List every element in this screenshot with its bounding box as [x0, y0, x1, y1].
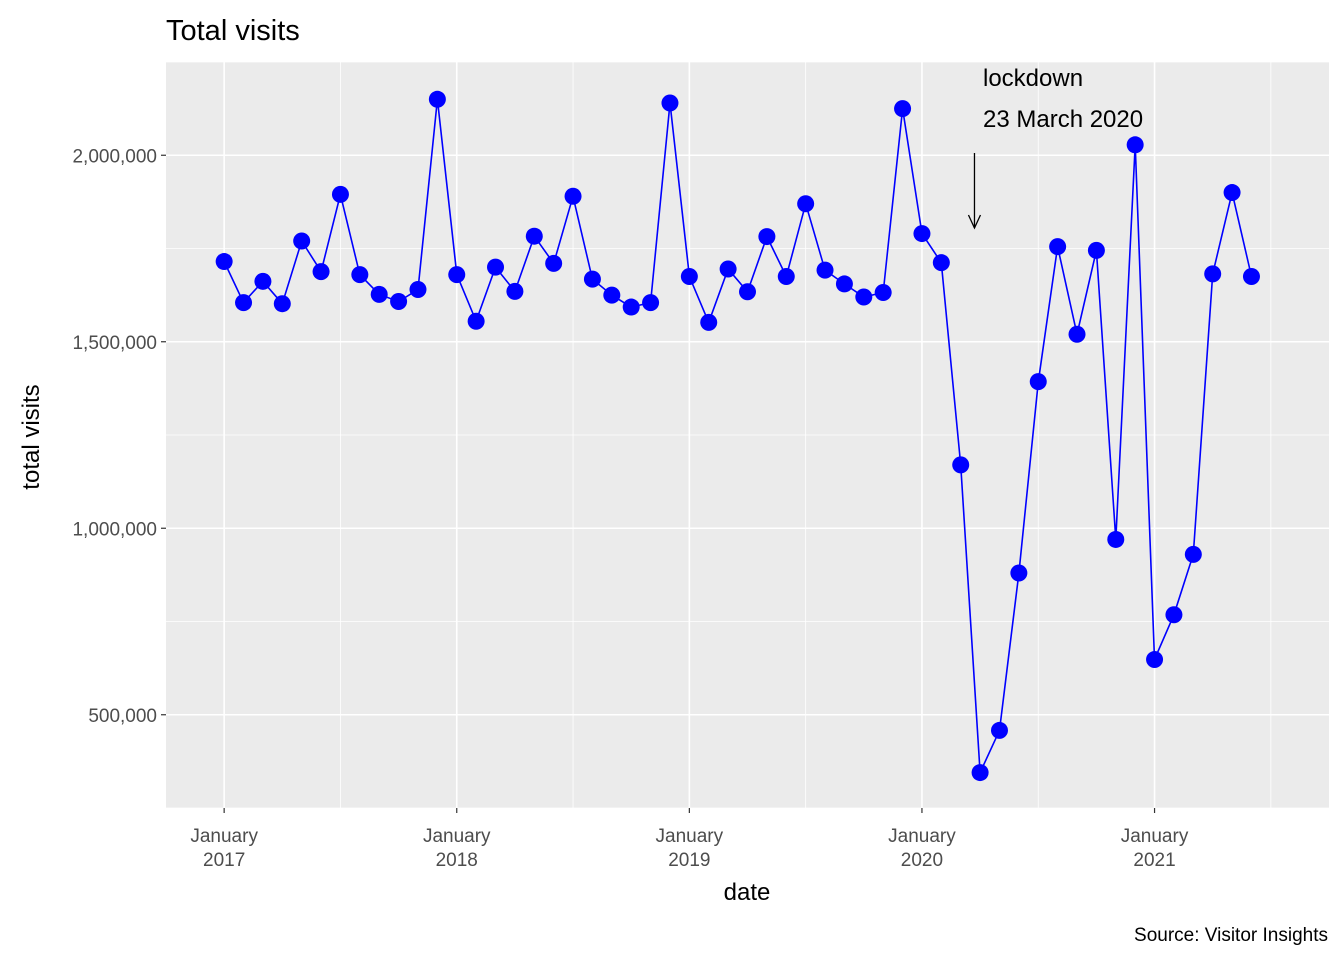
- data-point: [1126, 136, 1144, 154]
- data-series: [215, 90, 1260, 782]
- data-point: [545, 254, 563, 272]
- annotation-line2: 23 March 2020: [983, 106, 1143, 133]
- data-point: [739, 283, 756, 301]
- data-point: [525, 227, 543, 245]
- data-point: [1068, 325, 1086, 343]
- data-point: [390, 292, 408, 310]
- data-point: [487, 258, 505, 276]
- minor-gridlines: [166, 61, 1329, 809]
- data-point: [215, 253, 233, 271]
- x-tick-label: January 2017: [190, 826, 258, 871]
- y-axis: 500,000 1,000,000 1,500,000 2,000,000: [72, 146, 166, 727]
- data-point: [874, 284, 892, 302]
- data-point: [351, 266, 369, 284]
- data-point: [1223, 184, 1241, 202]
- data-point: [1107, 530, 1125, 548]
- annotation-line1: lockdown: [983, 65, 1083, 92]
- data-point: [506, 282, 524, 300]
- data-point: [273, 295, 291, 313]
- data-point: [603, 286, 621, 304]
- data-point: [932, 254, 950, 272]
- data-point: [913, 225, 931, 243]
- x-tick-label: January 2019: [656, 826, 724, 871]
- data-point: [254, 272, 272, 290]
- data-point: [719, 260, 737, 278]
- data-point: [312, 263, 330, 281]
- data-point: [855, 288, 873, 306]
- data-point: [409, 281, 427, 299]
- data-point: [642, 294, 660, 312]
- data-point: [700, 313, 718, 331]
- data-point: [1146, 651, 1164, 669]
- data-point: [1049, 238, 1067, 256]
- data-point: [1242, 267, 1260, 285]
- x-axis: January 2017 January 2018 January 2019 January…: [190, 808, 1189, 871]
- x-tick-label: January 2021: [1121, 826, 1189, 871]
- data-point: [990, 721, 1008, 739]
- data-point: [816, 261, 834, 279]
- data-point: [661, 94, 679, 112]
- data-point: [1165, 606, 1183, 624]
- major-gridlines: [166, 62, 1329, 808]
- data-point: [467, 312, 485, 330]
- data-point: [894, 100, 912, 118]
- data-point: [971, 764, 989, 782]
- data-point: [370, 285, 388, 303]
- y-tick-label: 2,000,000: [72, 146, 157, 167]
- y-tick-label: 1,000,000: [72, 519, 157, 540]
- data-point: [835, 275, 853, 293]
- data-point: [622, 298, 640, 316]
- y-axis-title: total visits: [18, 384, 45, 489]
- chart-title: Total visits: [166, 15, 300, 47]
- data-point: [564, 187, 582, 205]
- lockdown-annotation: lockdown 23 March 2020: [967, 65, 1143, 230]
- data-point: [758, 228, 776, 246]
- data-point: [583, 270, 601, 288]
- data-point: [777, 267, 795, 285]
- x-tick-label: January 2018: [423, 826, 491, 871]
- data-point: [235, 294, 253, 312]
- x-axis-title: date: [724, 879, 771, 906]
- data-point: [293, 232, 311, 250]
- data-point: [1029, 373, 1047, 391]
- y-tick-label: 1,500,000: [72, 333, 157, 354]
- y-tick-label: 500,000: [88, 706, 157, 727]
- data-point: [1087, 241, 1105, 259]
- data-point: [680, 267, 698, 285]
- data-point: [1204, 265, 1222, 283]
- data-point: [797, 195, 815, 213]
- data-point: [448, 266, 466, 284]
- data-point: [1184, 545, 1202, 563]
- chart-caption: Source: Visitor Insights: [1134, 925, 1328, 946]
- annotation-arrowhead: [967, 214, 982, 230]
- data-point: [952, 456, 970, 474]
- data-point: [331, 185, 349, 203]
- data-point: [1010, 564, 1028, 582]
- data-point: [428, 90, 446, 108]
- x-tick-label: January 2020: [888, 826, 956, 871]
